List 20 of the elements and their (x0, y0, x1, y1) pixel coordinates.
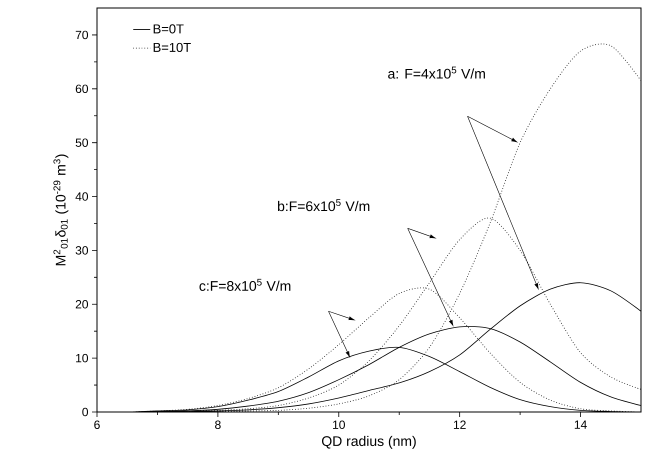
y-tick-label: 30 (76, 246, 88, 255)
x-tick-label: 12 (454, 420, 466, 429)
x-tick-label: 8 (215, 420, 221, 429)
legend-label: B=10T (154, 42, 191, 52)
y-tick-label: 60 (76, 84, 88, 94)
x-axis-title: QD radius (nm) (322, 436, 416, 449)
y-tick-label: 50 (76, 138, 88, 147)
annotation: c:F=8x10$^{5}$ V/m (200, 278, 290, 291)
y-tick-label: 70 (76, 30, 88, 40)
x-tick-label: 14 (574, 420, 587, 429)
y-tick-label: 20 (76, 300, 88, 308)
text: M$^{2}$$_{01}$δ$_{01}$ (10$^{-29}$ m$^{3}$) (53, 154, 68, 266)
x-tick-label: 6 (94, 420, 100, 429)
y-tick-label: 0 (82, 408, 88, 416)
legend-label: B=0T (154, 24, 184, 34)
y-tick-label: 40 (75, 192, 88, 201)
x-tick-label: 10 (333, 420, 345, 429)
annotation: a: F=4x10$^{5}$ V/m (388, 66, 485, 79)
annotation: b:F=6x10$^{5}$ V/m (278, 199, 370, 212)
y-tick-label: 10 (76, 354, 88, 362)
